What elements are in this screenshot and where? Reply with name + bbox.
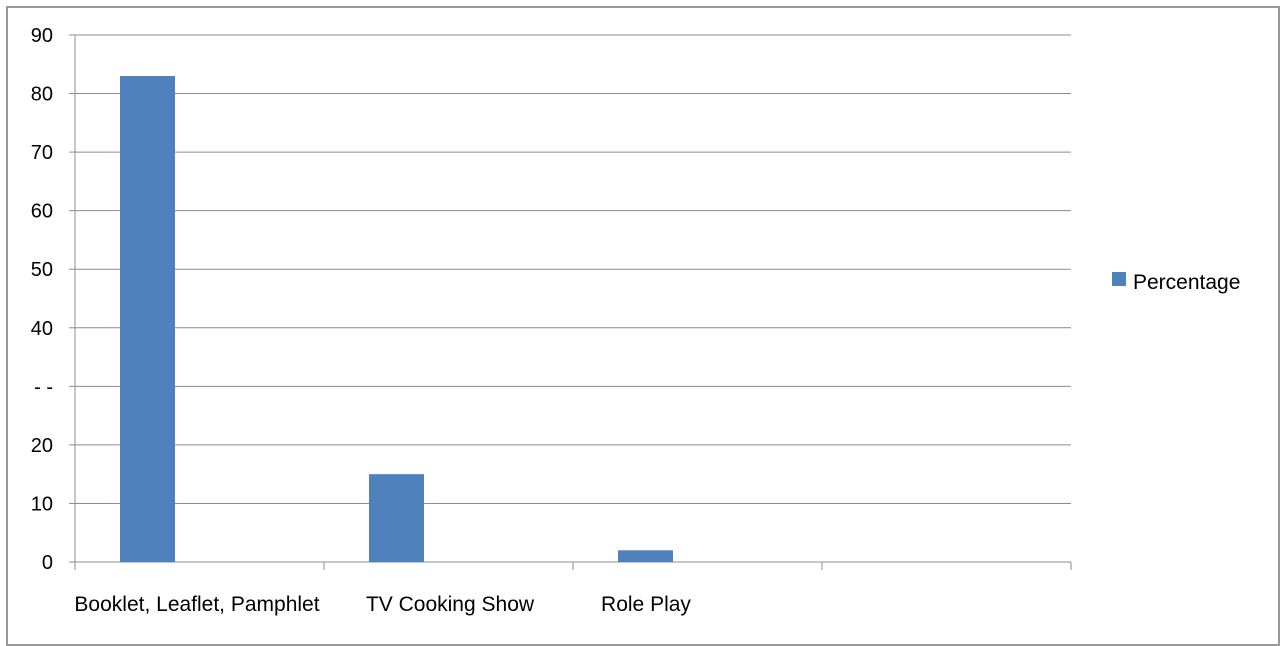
x-category-label: Role Play <box>601 593 691 616</box>
legend: Percentage <box>1112 271 1240 294</box>
gridlines <box>75 34 1071 504</box>
legend-swatch <box>1112 272 1126 286</box>
x-category-label: TV Cooking Show <box>366 593 535 616</box>
y-tick-label: 60 <box>31 201 53 223</box>
x-category-label: Booklet, Leaflet, Pamphlet <box>74 593 319 616</box>
y-tick-label: 80 <box>31 84 53 106</box>
bar-chart: 0 10 20 - - 40 50 60 70 80 90 Booklet, Leaflet, P… <box>31 25 1241 616</box>
y-tick-label: 20 <box>31 435 53 457</box>
axes <box>69 34 1072 570</box>
y-tick-label: 40 <box>31 318 53 340</box>
y-tick-label: 10 <box>31 493 53 515</box>
bars <box>120 75 673 562</box>
y-tick-label: - - <box>34 376 53 398</box>
y-axis-ticks: 0 10 20 - - 40 50 60 70 80 90 <box>31 25 53 574</box>
x-axis-labels: Booklet, Leaflet, Pamphlet TV Cooking Sho… <box>74 593 691 616</box>
bar <box>618 550 673 562</box>
bar <box>369 474 424 562</box>
y-tick-label: 50 <box>31 259 53 281</box>
chart-frame <box>6 6 1280 646</box>
legend-label: Percentage <box>1133 271 1240 294</box>
y-tick-label: 70 <box>31 142 53 164</box>
y-tick-label: 0 <box>42 552 53 574</box>
bar <box>120 75 175 562</box>
y-tick-label: 90 <box>31 25 53 47</box>
